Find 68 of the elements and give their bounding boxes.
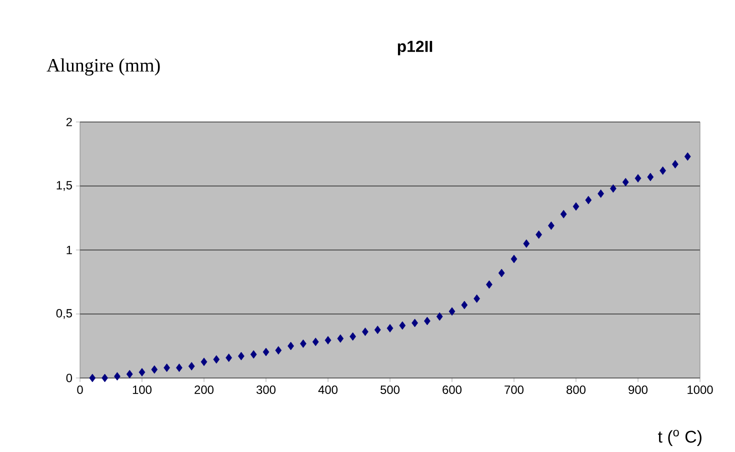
point xyxy=(262,348,270,356)
point xyxy=(474,294,480,303)
point xyxy=(424,316,430,326)
point xyxy=(399,321,406,330)
point xyxy=(164,364,170,372)
chart-title: p12II xyxy=(398,40,432,56)
point xyxy=(634,174,642,183)
x-tick-label: 100 xyxy=(132,386,152,394)
point xyxy=(412,318,418,328)
point xyxy=(126,370,133,378)
point xyxy=(176,364,182,372)
x-tick-label: 400 xyxy=(318,386,338,394)
point xyxy=(275,346,282,355)
point xyxy=(324,336,332,344)
point xyxy=(288,342,294,350)
x-tick-label: 900 xyxy=(628,386,648,394)
point xyxy=(548,221,554,230)
point xyxy=(102,374,108,382)
point xyxy=(362,328,368,336)
point xyxy=(486,280,492,289)
x-tick-label: 0 xyxy=(77,386,83,394)
point xyxy=(461,300,468,310)
y-tick-label: 1 xyxy=(66,246,72,254)
point xyxy=(536,230,542,239)
point xyxy=(523,239,530,248)
point xyxy=(386,324,394,332)
point xyxy=(300,339,306,348)
point xyxy=(448,307,456,316)
point xyxy=(374,326,381,334)
point xyxy=(622,178,629,186)
point xyxy=(138,368,146,376)
point xyxy=(572,202,580,211)
x-tick-label: 300 xyxy=(256,386,276,394)
point xyxy=(114,372,120,381)
x-tick-label: 500 xyxy=(380,386,400,394)
point xyxy=(350,332,356,341)
x-tick-label: 600 xyxy=(442,386,462,394)
point xyxy=(213,355,220,364)
point xyxy=(610,184,616,193)
point xyxy=(89,374,96,382)
point xyxy=(498,268,505,278)
point xyxy=(598,189,604,198)
point xyxy=(647,172,654,182)
point xyxy=(151,365,158,374)
y-tick-label: 2 xyxy=(66,118,72,126)
point xyxy=(510,254,518,264)
y-tick-label: 0,5 xyxy=(56,309,72,319)
point xyxy=(436,312,443,321)
x-tick-label: 200 xyxy=(194,386,214,394)
point xyxy=(250,350,257,359)
point xyxy=(337,334,344,343)
x-tick-label: 1000 xyxy=(688,386,713,394)
point xyxy=(238,352,244,360)
y-tick-label: 1,5 xyxy=(56,181,72,191)
point xyxy=(585,196,592,204)
point xyxy=(672,160,678,168)
point xyxy=(312,338,319,346)
point xyxy=(684,152,691,161)
point xyxy=(560,210,567,218)
x-tick-label: 800 xyxy=(566,386,586,394)
x-axis-title: t ($^{o}$ C) xyxy=(658,430,702,446)
y-axis-title: Alungire (mm) xyxy=(46,58,160,76)
point xyxy=(200,358,208,366)
point xyxy=(188,362,195,370)
x-tick-label: 700 xyxy=(504,386,524,394)
point xyxy=(226,354,232,362)
y-tick-label: 0 xyxy=(66,374,72,382)
point xyxy=(660,166,666,175)
